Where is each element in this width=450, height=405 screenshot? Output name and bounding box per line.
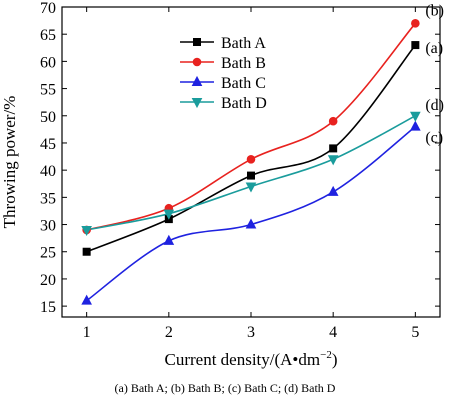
bath-d-legend-label: Bath D [221,95,267,112]
figure-caption: (a) Bath A; (b) Bath B; (c) Bath C; (d) … [114,381,336,395]
bath-b-point [328,116,338,126]
x-axis-label: Current density/(A•dm−2) [164,349,337,369]
x-tick-label: 5 [411,324,419,341]
bath-c-line [86,126,416,302]
legend: Bath A Bath B Bath C Bath D [180,35,267,112]
y-tick-label: 40 [40,163,56,180]
y-axis-label: Throwing power/% [0,96,19,229]
x-axis-label-superscript: −2 [320,349,332,361]
x-tick-label: 1 [83,324,91,341]
y-tick-label: 55 [40,82,56,99]
y-tick-label: 50 [40,109,56,126]
bath-c-point [81,294,92,305]
bath-d-point [245,182,257,193]
bath-c-point [410,120,421,131]
y-tick-label: 60 [40,54,56,71]
x-axis-ticks: 1 2 3 4 5 [83,7,419,341]
bath-d-legend-marker [191,98,203,109]
x-tick-label: 2 [165,324,173,341]
y-tick-label: 15 [40,299,56,316]
bath-a-point [82,247,91,256]
bath-d-point [410,111,421,122]
bath-b-point [411,19,420,28]
bath-a-point [329,144,338,153]
x-tick-label: 4 [329,324,337,341]
bath-a-end-label: (a) [425,40,443,57]
bath-b-end-label: (b) [425,2,444,19]
series-markers [81,19,421,305]
x-axis-label-close: ) [332,350,338,369]
y-axis-ticks: 15 20 25 30 35 40 45 50 55 60 65 70 [40,0,440,316]
bath-a-legend-label: Bath A [221,35,266,52]
bath-d-point [81,225,92,237]
y-tick-label: 70 [40,0,56,17]
y-tick-label: 65 [40,27,56,44]
y-tick-label: 30 [40,218,56,235]
y-tick-label: 25 [40,245,56,262]
series-end-labels: (a) (b) (c) (d) [425,2,444,146]
bath-c-point [163,234,175,245]
bath-c-end-label: (c) [425,130,443,147]
bath-b-legend-marker [192,57,202,67]
bath-a-point [247,171,255,180]
bath-c-legend-label: Bath C [221,75,266,92]
y-tick-label: 45 [40,136,56,153]
bath-c-point [245,218,257,229]
bath-b-point [246,154,256,164]
bath-c-legend-marker [191,75,203,86]
bath-a-legend-marker [193,38,201,46]
bath-b-legend-label: Bath B [221,55,266,72]
x-tick-label: 3 [247,324,255,341]
bath-c-point [327,185,339,196]
bath-a-point [411,41,420,50]
bath-d-point [163,209,175,220]
x-axis-label-main: Current density/(A•dm [164,350,320,369]
y-tick-label: 20 [40,272,56,289]
bath-d-point [327,155,339,166]
y-tick-label: 35 [40,190,56,207]
bath-d-end-label: (d) [425,97,444,114]
